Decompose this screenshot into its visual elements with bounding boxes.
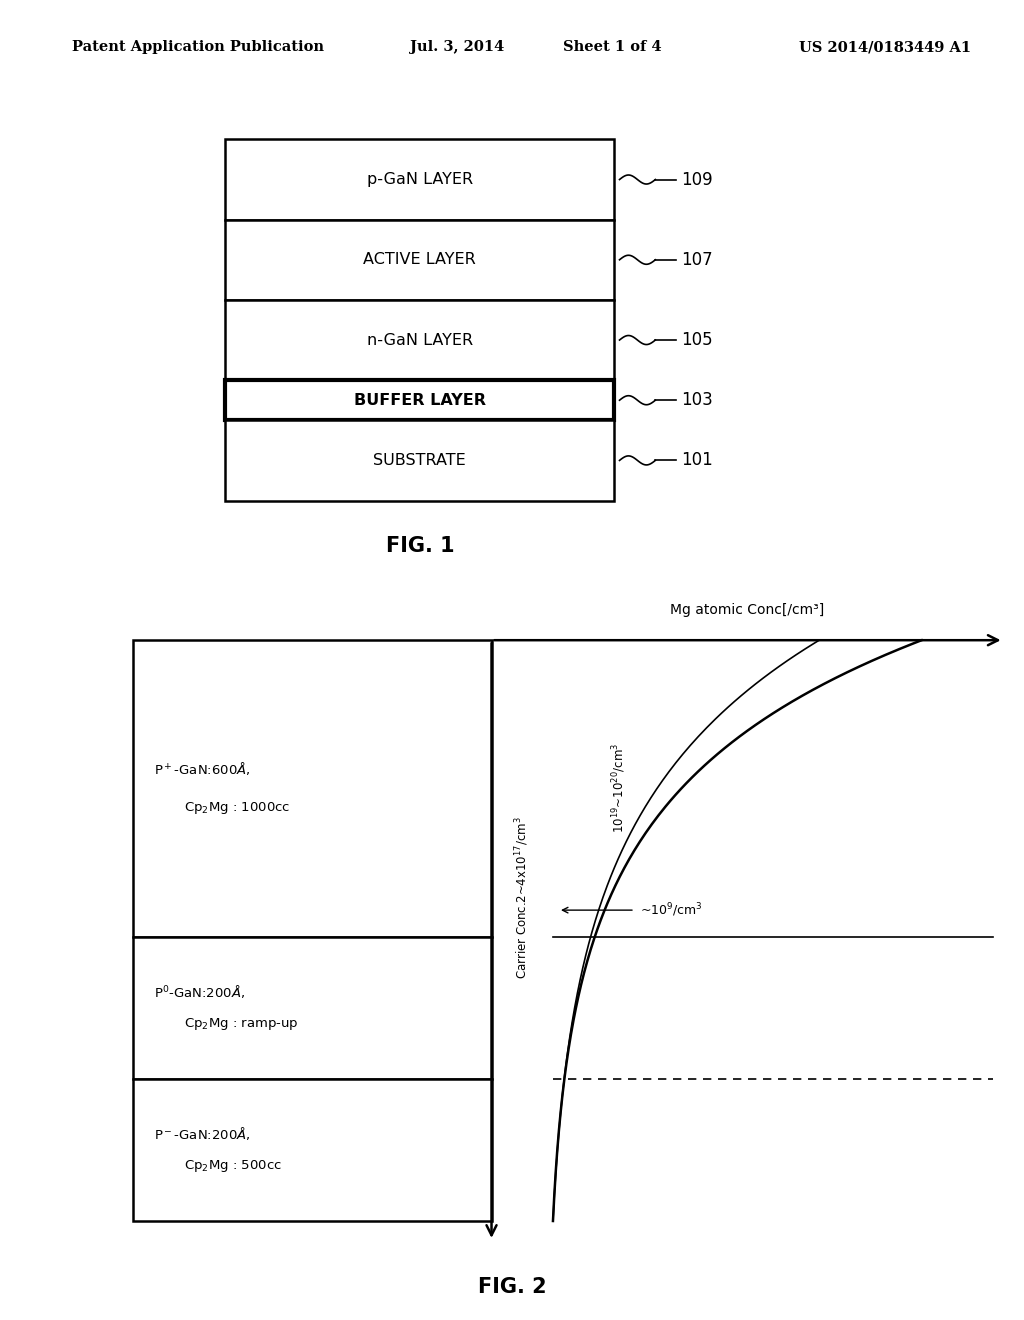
Text: 103: 103 [681, 391, 713, 409]
Bar [225, 420, 614, 500]
Text: Jul. 3, 2014: Jul. 3, 2014 [410, 40, 504, 54]
Text: P$^+$-GaN:600$\AA$,: P$^+$-GaN:600$\AA$, [154, 760, 250, 777]
Text: Cp$_2$Mg : ramp-up: Cp$_2$Mg : ramp-up [184, 1016, 299, 1032]
Bar [225, 300, 614, 380]
Text: BUFFER LAYER: BUFFER LAYER [354, 393, 485, 408]
Text: P$^0$-GaN:200$\AA$,: P$^0$-GaN:200$\AA$, [154, 982, 245, 999]
Text: 105: 105 [681, 331, 713, 348]
Bar [225, 219, 614, 300]
Text: US 2014/0183449 A1: US 2014/0183449 A1 [799, 40, 971, 54]
Text: FIG. 2: FIG. 2 [477, 1276, 547, 1298]
Text: SUBSTRATE: SUBSTRATE [374, 453, 466, 467]
Text: P$^-$-GaN:200$\AA$,: P$^-$-GaN:200$\AA$, [154, 1125, 250, 1142]
Text: 109: 109 [681, 170, 713, 189]
Text: Sheet 1 of 4: Sheet 1 of 4 [563, 40, 662, 54]
Text: 10$^{19}$~10$^{20}$/cm$^3$: 10$^{19}$~10$^{20}$/cm$^3$ [610, 743, 629, 833]
Text: Cp$_2$Mg : 1000cc: Cp$_2$Mg : 1000cc [184, 800, 291, 816]
Bar [133, 1078, 492, 1221]
Text: p-GaN LAYER: p-GaN LAYER [367, 172, 473, 187]
Bar [225, 380, 614, 420]
Text: Mg atomic Conc[/cm³]: Mg atomic Conc[/cm³] [671, 603, 824, 616]
Text: ~10$^9$/cm$^3$: ~10$^9$/cm$^3$ [640, 902, 702, 919]
Text: 101: 101 [681, 451, 713, 470]
Text: n-GaN LAYER: n-GaN LAYER [367, 333, 473, 347]
Bar [225, 140, 614, 219]
Text: 107: 107 [681, 251, 713, 269]
Text: Patent Application Publication: Patent Application Publication [72, 40, 324, 54]
Bar [133, 936, 492, 1078]
Text: ACTIVE LAYER: ACTIVE LAYER [364, 252, 476, 267]
Text: FIG. 1: FIG. 1 [385, 536, 455, 556]
Bar [133, 640, 492, 936]
Text: Cp$_2$Mg : 500cc: Cp$_2$Mg : 500cc [184, 1159, 283, 1175]
Text: Carrier Conc.2~4x10$^{17}$/cm$^3$: Carrier Conc.2~4x10$^{17}$/cm$^3$ [513, 816, 531, 979]
